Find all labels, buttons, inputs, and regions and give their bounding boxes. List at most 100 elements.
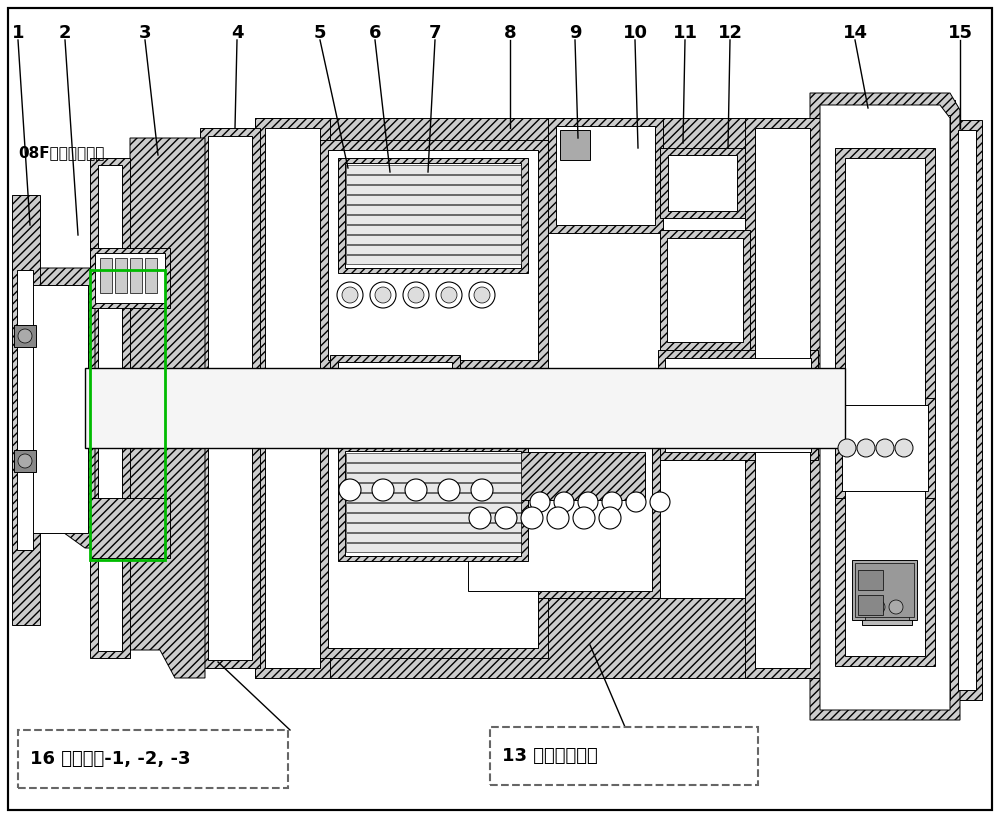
Bar xyxy=(98,165,122,651)
Circle shape xyxy=(375,287,391,303)
Bar xyxy=(346,195,521,204)
Text: 4: 4 xyxy=(231,24,243,42)
Bar xyxy=(668,155,737,211)
Polygon shape xyxy=(30,268,95,548)
Bar xyxy=(468,445,652,591)
Text: 2: 2 xyxy=(59,24,71,42)
Bar xyxy=(208,136,252,660)
Bar xyxy=(346,523,521,532)
Bar xyxy=(658,350,818,460)
Bar xyxy=(745,118,820,678)
Bar xyxy=(548,118,663,233)
Circle shape xyxy=(403,282,429,308)
Bar xyxy=(318,140,548,370)
Bar xyxy=(460,438,660,598)
Circle shape xyxy=(889,600,903,614)
Bar xyxy=(820,95,950,125)
Bar xyxy=(338,158,528,273)
Text: 16 调整垫片-1, -2, -3: 16 调整垫片-1, -2, -3 xyxy=(30,750,190,768)
Bar xyxy=(858,570,883,590)
Circle shape xyxy=(554,492,574,512)
Bar xyxy=(346,255,521,264)
Bar xyxy=(90,270,165,560)
Bar xyxy=(85,368,845,448)
Bar xyxy=(840,160,930,650)
Bar xyxy=(255,118,330,678)
Bar xyxy=(328,150,538,360)
Bar xyxy=(346,503,521,512)
Bar xyxy=(865,595,909,620)
Text: 1: 1 xyxy=(12,24,24,42)
Circle shape xyxy=(469,282,495,308)
Circle shape xyxy=(438,479,460,501)
Bar xyxy=(255,598,820,678)
Bar xyxy=(862,590,912,625)
Circle shape xyxy=(602,492,622,512)
Bar xyxy=(660,230,750,350)
Circle shape xyxy=(471,479,493,501)
Bar xyxy=(346,245,521,254)
Bar xyxy=(660,148,745,218)
Circle shape xyxy=(370,282,396,308)
Bar xyxy=(18,730,288,788)
Circle shape xyxy=(18,329,32,343)
Polygon shape xyxy=(30,285,88,533)
Text: 13 圆锥滚子轴承: 13 圆锥滚子轴承 xyxy=(502,747,598,765)
Bar xyxy=(17,270,33,550)
Bar xyxy=(665,358,811,452)
Bar xyxy=(667,238,743,342)
Bar xyxy=(346,225,521,234)
Bar xyxy=(346,215,521,224)
Polygon shape xyxy=(820,105,950,710)
Text: 8: 8 xyxy=(504,24,516,42)
Text: 08F材质的调整垫: 08F材质的调整垫 xyxy=(18,145,104,160)
Bar xyxy=(830,115,940,695)
Bar xyxy=(346,205,521,214)
Bar xyxy=(346,483,521,492)
Circle shape xyxy=(436,282,462,308)
Bar xyxy=(90,498,170,558)
Bar xyxy=(958,130,976,690)
Circle shape xyxy=(578,492,598,512)
Circle shape xyxy=(895,439,913,457)
Bar xyxy=(346,513,521,522)
Circle shape xyxy=(573,507,595,529)
Circle shape xyxy=(405,479,427,501)
Text: 12: 12 xyxy=(718,24,742,42)
Bar xyxy=(14,325,36,347)
Bar xyxy=(346,473,521,482)
Bar xyxy=(200,128,260,668)
Circle shape xyxy=(838,439,856,457)
Circle shape xyxy=(469,507,491,529)
Circle shape xyxy=(650,492,670,512)
Text: 15: 15 xyxy=(948,24,972,42)
Bar xyxy=(852,168,923,647)
Circle shape xyxy=(337,282,363,308)
Bar xyxy=(12,195,40,625)
Text: 5: 5 xyxy=(314,24,326,42)
Bar xyxy=(852,560,917,620)
Text: 7: 7 xyxy=(429,24,441,42)
Bar xyxy=(346,175,521,184)
Bar xyxy=(30,90,970,730)
Bar xyxy=(840,155,935,660)
Bar xyxy=(835,148,935,666)
Circle shape xyxy=(871,600,885,614)
Bar xyxy=(855,175,915,635)
Polygon shape xyxy=(810,93,960,720)
Bar xyxy=(328,438,538,648)
Bar xyxy=(338,446,528,561)
Bar xyxy=(855,563,914,617)
Bar xyxy=(330,355,460,445)
Circle shape xyxy=(530,492,550,512)
Text: 6: 6 xyxy=(369,24,381,42)
Circle shape xyxy=(408,287,424,303)
Polygon shape xyxy=(820,115,950,700)
Circle shape xyxy=(876,439,894,457)
Bar xyxy=(346,185,521,194)
Circle shape xyxy=(521,507,543,529)
Circle shape xyxy=(495,507,517,529)
Bar xyxy=(346,533,521,542)
Bar xyxy=(95,253,165,303)
Circle shape xyxy=(474,287,490,303)
